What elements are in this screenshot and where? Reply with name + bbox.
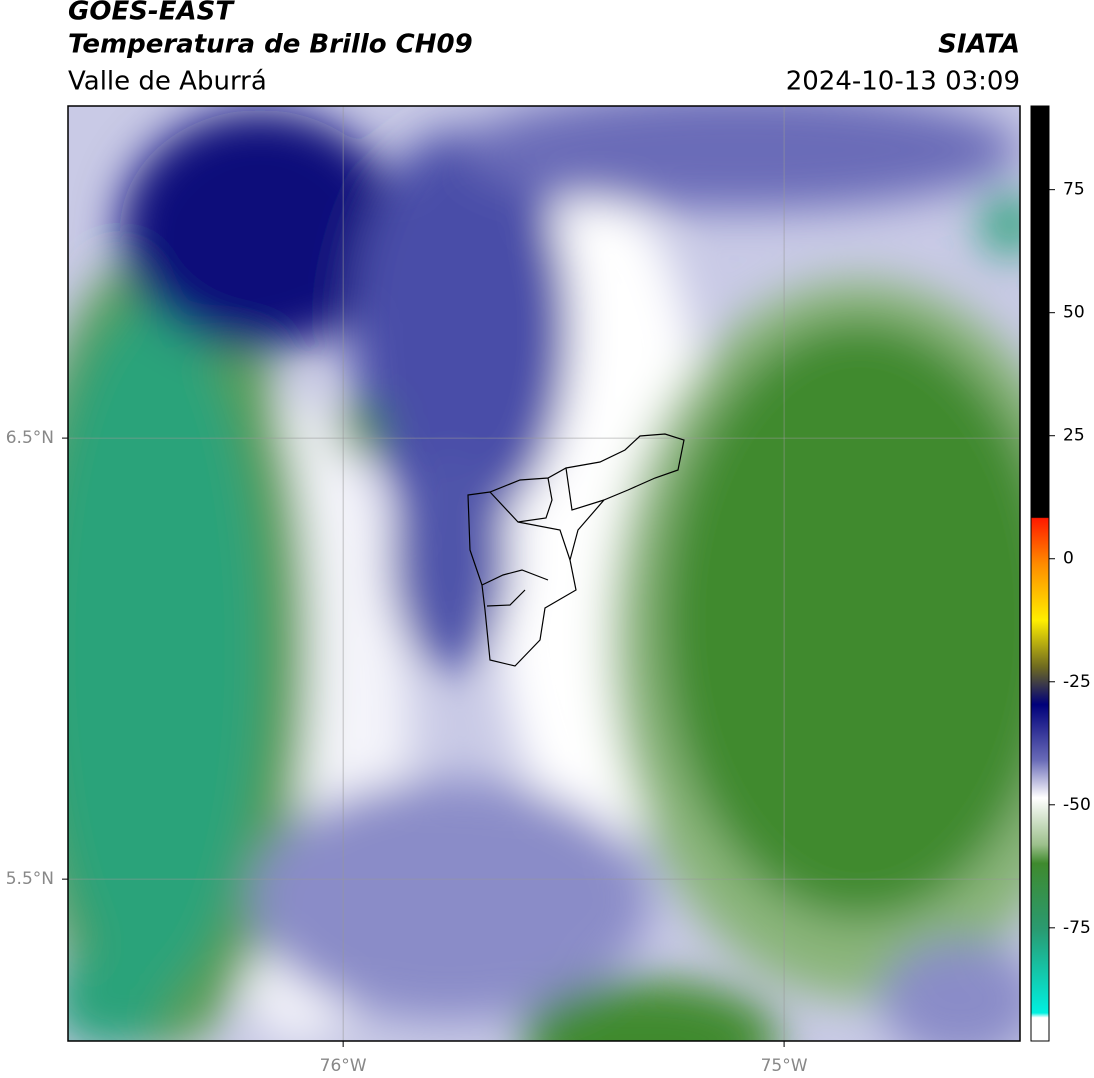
satellite-image	[68, 106, 1020, 1041]
x-tick-label: 76°W	[320, 1056, 367, 1076]
title: GOES-EAST	[68, 0, 235, 27]
graticule	[68, 106, 1020, 1041]
colorbar	[1030, 105, 1050, 1042]
y-tick-label: 5.5°N	[6, 869, 54, 889]
colorbar-tick-label: -50	[1063, 795, 1091, 815]
colorbar-tick-label: 50	[1063, 303, 1085, 323]
municipal-boundaries	[467, 433, 685, 667]
subtitle: Temperatura de Brillo CH09	[68, 30, 473, 60]
x-tick-label: 75°W	[761, 1056, 808, 1076]
region: Valle de Aburrá	[68, 67, 267, 97]
colorbar-tick-label: 25	[1063, 426, 1085, 446]
timestamp: 2024-10-13 03:09	[786, 67, 1020, 97]
colorbar-tick-label: -75	[1063, 918, 1091, 938]
y-tick-label: 6.5°N	[6, 428, 54, 448]
colorbar-tick-label: -25	[1063, 672, 1091, 692]
colorbar-tick-label: 0	[1063, 549, 1074, 569]
source: SIATA	[938, 30, 1020, 60]
map-frame	[67, 105, 1021, 1042]
colorbar-tick-label: 75	[1063, 180, 1085, 200]
